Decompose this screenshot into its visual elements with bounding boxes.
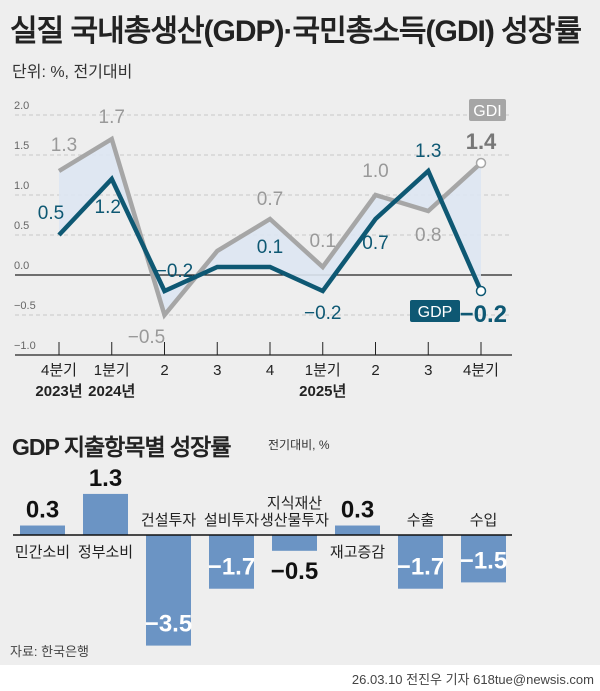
gdi-data-label: 0.8 [415,225,441,246]
bar [398,535,443,589]
bar [146,535,191,646]
source-label: 자료: 한국은행 [10,644,89,659]
gdi-legend-label: GDI [473,103,501,120]
x-tick-year: 2024년 [88,383,135,400]
charts: 2.0 1.5 1.0 0.5 0.0 −0.5 −1.0 4분기 2023년 1분기 2024년 2… [13,99,512,646]
bar-category-label: 정부소비 [78,544,133,561]
gdi-data-label: 1.0 [362,161,388,182]
y-tick-label: −0.5 [14,300,36,312]
bar [20,525,65,535]
gdi-line [57,135,483,320]
bar-category-label: 재고증감 [330,544,385,561]
bar-category-label: 생산물투자 [260,512,329,529]
gdp-legend-box [410,300,460,322]
gdi-data-label: 1.4 [466,129,497,154]
x-tick-year: 2023년 [35,383,82,400]
bar-chart-unit: 전기대비, % [268,438,330,452]
bar-value-label: −1.7 [208,554,255,581]
gdi-legend-box [469,99,506,121]
gdp-data-label: 0.1 [257,237,283,258]
footer [0,665,600,691]
gdp-data-label: 0.7 [362,233,388,254]
gap-area [59,139,481,315]
x-tick-label: 4분기 [463,362,499,379]
bar-value-label: −0.5 [271,558,318,585]
gdp-legend-label: GDP [418,304,453,321]
y-tick-label: 1.5 [14,140,29,152]
gdi-data-label: −0.5 [128,327,166,348]
gdi-data-label: 1.7 [99,107,125,128]
gdp-data-label: 0.5 [38,203,64,224]
gdp-end-marker [475,285,487,297]
y-tick-label: 0.0 [14,260,29,272]
bar [272,535,317,551]
gdi-data-label: 0.1 [310,231,336,252]
x-tick-label: 3 [424,362,432,379]
gdi-data-label: 0.7 [257,189,283,210]
x-tick-label: 1분기 [94,362,130,379]
bar-category-label: 건설투자 [141,512,196,529]
bar-value-label: 0.3 [26,497,59,524]
bar-value-label: 1.3 [89,465,122,492]
bar [335,525,380,535]
x-tick-label: 1분기 [305,362,341,379]
gdp-end-label: −0.2 [460,301,507,328]
bar [461,535,506,583]
bar-category-label: 수입 [470,512,498,529]
bar-category-label: 설비투자 [204,512,259,529]
x-tick-label: 2 [160,362,168,379]
gdi-data-label: 1.3 [51,135,77,156]
unit-label: 단위: %, 전기대비 [12,64,133,81]
bar-category-label: 수출 [407,512,435,529]
bar-value-label: −1.5 [460,547,507,574]
bar-value-label: 0.3 [341,497,374,524]
bar [209,535,254,589]
y-tick-label: −1.0 [14,340,36,352]
y-tick-label: 0.5 [14,220,29,232]
bar-category-label: 민간소비 [15,544,70,561]
gdp-data-label: 1.3 [415,141,441,162]
x-tick-label: 4분기 [41,362,77,379]
y-tick-label: 1.0 [14,180,29,192]
credit-label: 26.03.10 전진우 기자 618tue@newsis.com [351,672,594,687]
gdp-line [57,167,484,294]
gdp-data-label: −0.2 [304,303,342,324]
bar-chart-title: GDP 지출항목별 성장률 [12,434,231,460]
gdi-end-marker [475,157,487,169]
x-tick-label: 2 [371,362,379,379]
x-tick-label: 3 [213,362,221,379]
gdp-data-label: −0.2 [156,261,194,282]
page-title: 실질 국내총생산(GDP)·국민총소득(GDI) 성장률 [10,15,582,48]
bar [83,493,128,535]
bar-category-label: 지식재산 [267,495,322,512]
gdp-data-label: 1.2 [95,197,121,218]
bar-value-label: −3.5 [145,611,192,638]
x-tick-year: 2025년 [299,383,346,400]
y-tick-label: 2.0 [14,100,29,112]
x-tick-label: 4 [266,362,274,379]
bar-value-label: −1.7 [397,554,444,581]
